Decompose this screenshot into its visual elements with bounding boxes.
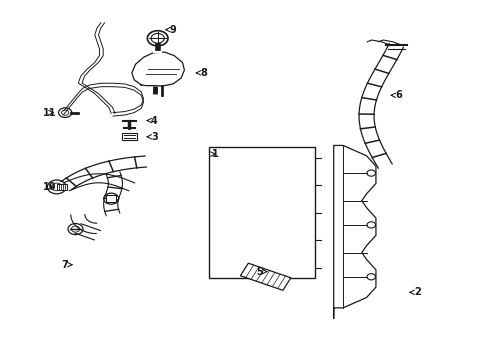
Bar: [209, 147, 314, 279]
Text: 3: 3: [147, 132, 157, 142]
Text: 7: 7: [61, 260, 72, 270]
Text: 5: 5: [256, 267, 266, 276]
Text: 9: 9: [165, 25, 176, 35]
Polygon shape: [240, 263, 290, 290]
Text: 10: 10: [42, 182, 56, 192]
Text: 4: 4: [147, 116, 157, 126]
Text: 11: 11: [42, 108, 56, 118]
Text: 6: 6: [390, 90, 401, 100]
Bar: [106, 195, 116, 202]
Text: 8: 8: [196, 68, 206, 78]
Bar: [122, 133, 137, 140]
Text: 2: 2: [409, 287, 420, 297]
Polygon shape: [132, 52, 184, 86]
Text: 1: 1: [210, 149, 218, 159]
Bar: [57, 184, 67, 190]
